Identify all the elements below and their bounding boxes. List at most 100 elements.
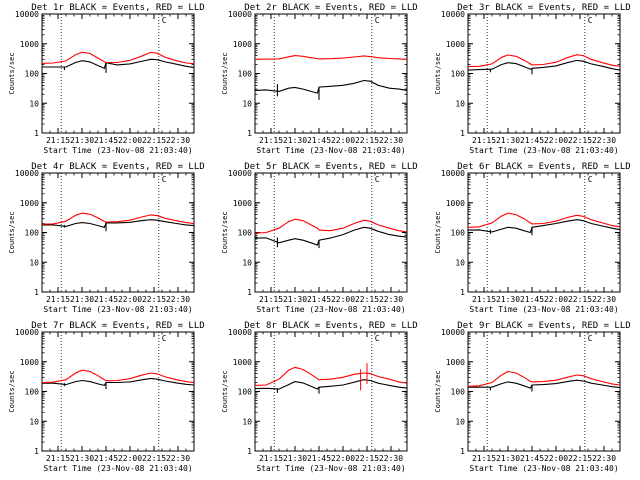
lld-series-line bbox=[41, 51, 195, 65]
x-tick-label: 21:15 bbox=[259, 295, 283, 304]
y-tick-label: 10 bbox=[29, 99, 39, 108]
y-tick-label: 1 bbox=[460, 288, 465, 297]
events-series-line bbox=[467, 219, 621, 234]
x-tick-label: 21:15 bbox=[46, 295, 70, 304]
x-tick-label: 22:30 bbox=[166, 295, 190, 304]
y-tick-label: 100 bbox=[451, 388, 466, 397]
y-tick-label: 10 bbox=[29, 258, 39, 267]
x-tick-label: 22:15 bbox=[355, 454, 379, 463]
x-tick-label: 22:15 bbox=[142, 136, 166, 145]
y-tick-label: 100 bbox=[451, 229, 466, 238]
x-tick-label: 22:30 bbox=[379, 295, 403, 304]
panel-title: Det 1r BLACK = Events, RED = LLD bbox=[31, 3, 204, 13]
lld-series-line bbox=[254, 366, 408, 386]
detector-panel-7: Det 7r BLACK = Events, RED = LLD 1 10 100 10… bbox=[8, 321, 205, 473]
y-tick-label: 10000 bbox=[441, 328, 465, 337]
lld-series-line bbox=[467, 54, 621, 68]
y-tick-label: 1000 bbox=[446, 199, 465, 208]
detector-panel-3: Det 3r BLACK = Events, RED = LLD 1 10 100 10… bbox=[434, 3, 631, 155]
x-tick-label: 22:00 bbox=[118, 295, 142, 304]
detector-panel-8: Det 8r BLACK = Events, RED = LLD 1 10 100 10… bbox=[221, 321, 418, 473]
y-tick-label: 10000 bbox=[15, 169, 39, 178]
y-tick-label: 10 bbox=[242, 417, 252, 426]
events-series-line bbox=[42, 377, 195, 387]
y-tick-label: 1000 bbox=[446, 40, 465, 49]
x-tick-label: 21:30 bbox=[496, 454, 520, 463]
y-axis-label: Counts/sec bbox=[434, 370, 442, 412]
x-tick-label: 21:15 bbox=[46, 454, 70, 463]
x-tick-label: 21:30 bbox=[283, 295, 307, 304]
x-tick-label: 22:30 bbox=[592, 295, 616, 304]
plot-frame bbox=[254, 13, 408, 134]
marker-label: C bbox=[162, 334, 167, 343]
detector-panel-4: Det 4r BLACK = Events, RED = LLD 1 10 100 10… bbox=[8, 162, 205, 314]
events-series-line bbox=[254, 79, 408, 94]
x-axis-label: Start Time (23-Nov-08 21:03:40) bbox=[469, 464, 618, 473]
x-tick-label: 21:30 bbox=[496, 295, 520, 304]
x-tick-label: 22:00 bbox=[331, 454, 355, 463]
y-tick-label: 1 bbox=[34, 447, 39, 456]
y-tick-label: 1 bbox=[34, 288, 39, 297]
marker-label: C bbox=[375, 16, 380, 25]
panel-title: Det 8r BLACK = Events, RED = LLD bbox=[244, 321, 417, 331]
lld-series-line bbox=[467, 370, 621, 387]
lld-series-line bbox=[41, 212, 195, 225]
x-tick-label: 21:30 bbox=[496, 136, 520, 145]
y-axis-label: Counts/sec bbox=[221, 211, 229, 253]
y-axis-label: Counts/sec bbox=[8, 370, 16, 412]
x-axis-label: Start Time (23-Nov-08 21:03:40) bbox=[256, 464, 405, 473]
x-axis-label: Start Time (23-Nov-08 21:03:40) bbox=[256, 146, 405, 155]
y-tick-label: 10 bbox=[242, 258, 252, 267]
x-tick-label: 22:30 bbox=[166, 454, 190, 463]
plot-frame bbox=[467, 331, 621, 452]
y-axis-label: Counts/sec bbox=[221, 370, 229, 412]
events-series-line bbox=[468, 379, 621, 389]
marker-label: C bbox=[588, 175, 593, 184]
marker-label: C bbox=[588, 334, 593, 343]
detector-panel-5: Det 5r BLACK = Events, RED = LLD 1 10 100 10… bbox=[221, 162, 418, 314]
y-tick-label: 100 bbox=[25, 388, 40, 397]
x-tick-label: 21:45 bbox=[520, 295, 544, 304]
y-tick-label: 10 bbox=[455, 258, 465, 267]
lld-series-line bbox=[467, 212, 621, 228]
y-tick-label: 1000 bbox=[20, 358, 39, 367]
x-tick-label: 22:00 bbox=[118, 136, 142, 145]
x-tick-label: 21:45 bbox=[307, 454, 331, 463]
x-axis-label: Start Time (23-Nov-08 21:03:40) bbox=[43, 146, 192, 155]
x-tick-label: 22:30 bbox=[379, 454, 403, 463]
x-tick-label: 21:30 bbox=[70, 295, 94, 304]
plot-frame bbox=[41, 13, 195, 134]
y-tick-label: 10 bbox=[455, 99, 465, 108]
events-series-line bbox=[42, 58, 195, 70]
y-axis-label: Counts/sec bbox=[8, 211, 16, 253]
x-tick-label: 22:00 bbox=[544, 454, 568, 463]
y-tick-label: 10000 bbox=[228, 10, 252, 19]
x-tick-label: 21:15 bbox=[259, 136, 283, 145]
y-tick-label: 1000 bbox=[446, 358, 465, 367]
x-tick-label: 21:15 bbox=[472, 136, 496, 145]
x-tick-label: 21:15 bbox=[472, 454, 496, 463]
y-tick-label: 10000 bbox=[228, 328, 252, 337]
x-tick-label: 22:30 bbox=[166, 136, 190, 145]
y-tick-label: 10000 bbox=[15, 328, 39, 337]
y-tick-label: 1 bbox=[460, 129, 465, 138]
x-tick-label: 22:00 bbox=[118, 454, 142, 463]
y-tick-label: 1000 bbox=[233, 199, 252, 208]
panel-title: Det 4r BLACK = Events, RED = LLD bbox=[31, 162, 204, 172]
y-tick-label: 100 bbox=[238, 388, 253, 397]
y-tick-label: 10 bbox=[29, 417, 39, 426]
plot-frame bbox=[467, 13, 621, 134]
y-tick-label: 1000 bbox=[20, 40, 39, 49]
y-tick-label: 1 bbox=[247, 129, 252, 138]
x-tick-label: 22:30 bbox=[592, 136, 616, 145]
x-tick-label: 22:00 bbox=[544, 295, 568, 304]
y-axis-label: Counts/sec bbox=[8, 52, 16, 94]
x-axis-label: Start Time (23-Nov-08 21:03:40) bbox=[43, 464, 192, 473]
lld-series-line bbox=[254, 55, 408, 60]
x-tick-label: 22:30 bbox=[592, 454, 616, 463]
marker-label: C bbox=[375, 175, 380, 184]
y-tick-label: 10 bbox=[242, 99, 252, 108]
x-tick-label: 21:30 bbox=[70, 136, 94, 145]
